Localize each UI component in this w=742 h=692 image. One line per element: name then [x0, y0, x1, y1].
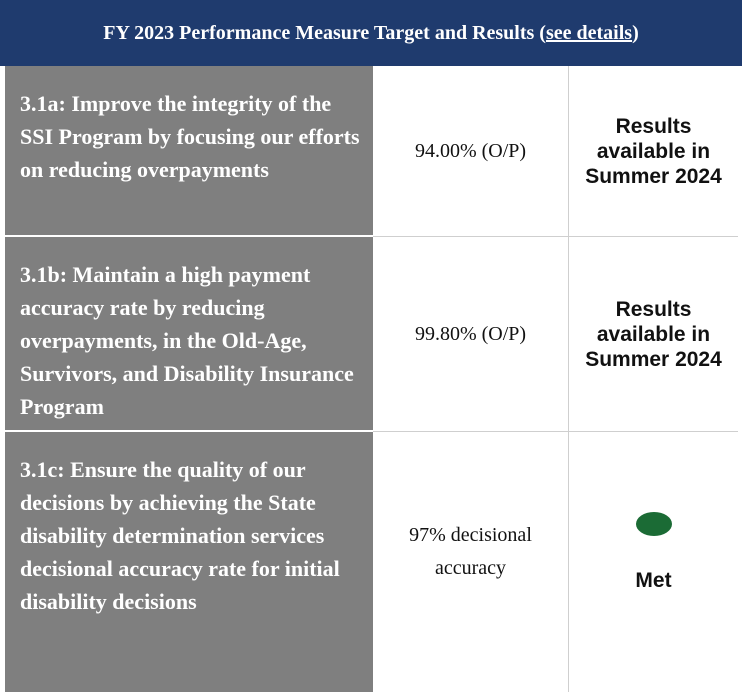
header: FY 2023 Performance Measure Target and R…	[0, 0, 742, 66]
target-cell: 94.00% (O/P)	[373, 66, 568, 237]
measure-cell: 3.1b: Maintain a high payment accuracy r…	[5, 237, 373, 432]
target-cell: 97% decisional accuracy	[409, 524, 532, 579]
result-text: Results available in Summer 2024	[585, 297, 722, 371]
details-link[interactable]: see details	[545, 21, 633, 44]
status-dot	[635, 511, 672, 536]
result-cell: Results available in Summer 2024	[568, 66, 738, 237]
target-cell: 99.80% (O/P)	[373, 237, 568, 432]
header-title: FY 2023 Performance Measure Target and R…	[103, 21, 546, 44]
result-text: Met	[635, 568, 672, 592]
result-cell: Met	[568, 432, 738, 692]
header-title-end: )	[632, 21, 639, 44]
result-text: Results available in Summer 2024	[585, 114, 722, 188]
measure-cell: 3.1a: Improve the integrity of the SSI P…	[5, 66, 373, 237]
measure-cell: 3.1c: Ensure the quality of our decision…	[5, 432, 373, 692]
result-cell: Results available in Summer 2024	[568, 237, 738, 432]
